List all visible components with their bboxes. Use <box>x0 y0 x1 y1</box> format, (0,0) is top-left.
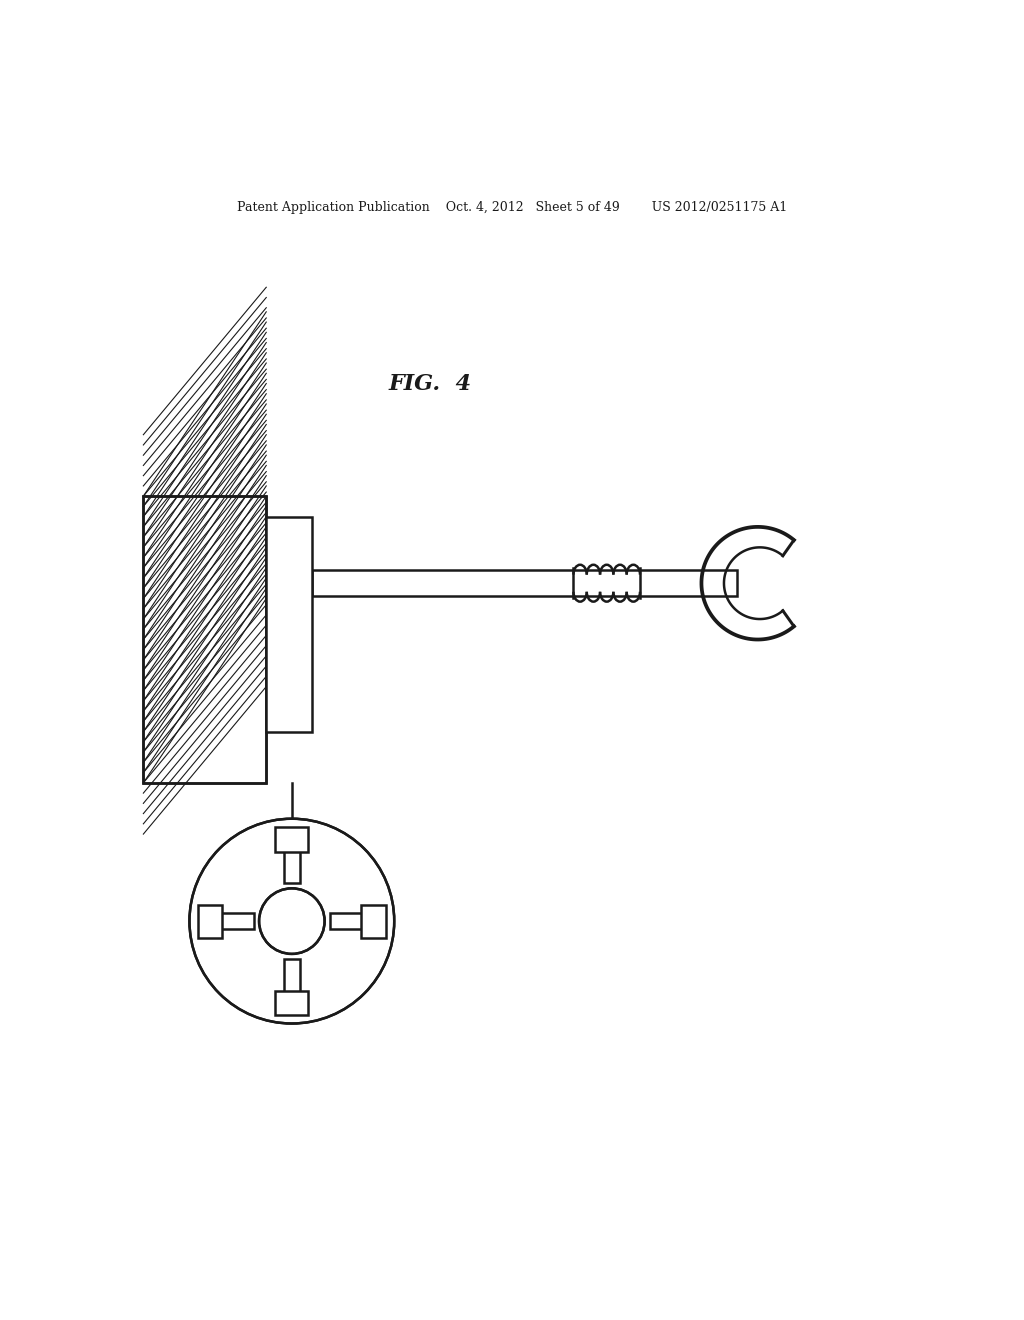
Bar <box>143 496 266 783</box>
Circle shape <box>259 888 325 954</box>
Polygon shape <box>275 826 308 851</box>
Polygon shape <box>361 904 386 937</box>
Circle shape <box>189 818 394 1023</box>
Polygon shape <box>330 913 364 929</box>
Text: FIG.  4: FIG. 4 <box>388 372 472 395</box>
Polygon shape <box>275 990 308 1015</box>
Polygon shape <box>284 960 299 993</box>
Polygon shape <box>198 904 222 937</box>
Bar <box>143 496 266 783</box>
Polygon shape <box>284 850 299 883</box>
Text: Patent Application Publication    Oct. 4, 2012   Sheet 5 of 49        US 2012/02: Patent Application Publication Oct. 4, 2… <box>237 201 787 214</box>
Polygon shape <box>220 913 254 929</box>
Bar <box>312 570 737 597</box>
Bar <box>266 516 312 731</box>
